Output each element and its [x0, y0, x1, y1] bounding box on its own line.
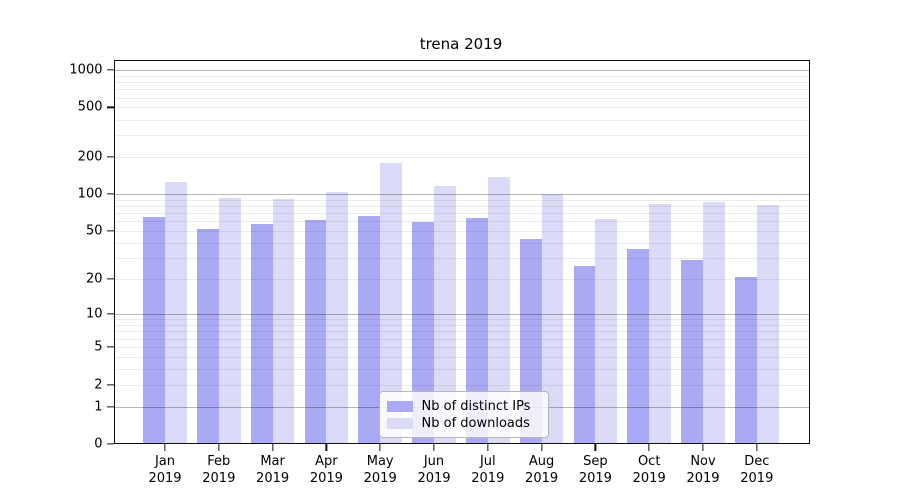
y-tickmark-10 — [106, 313, 114, 315]
x-tickmark-apr — [325, 444, 328, 451]
x-tickmark-oct — [648, 444, 650, 451]
bar-downloads-nov — [703, 201, 725, 444]
x-tickmark-jul — [487, 444, 489, 451]
y-tickmark-1000 — [106, 69, 114, 71]
y-ticklabel-500: 500 — [77, 99, 103, 115]
y-tickmark-200 — [106, 156, 114, 158]
bar-downloads-aug — [541, 194, 564, 444]
y-ticklabel-50: 50 — [85, 223, 103, 239]
x-ticklabel-aug: Aug 2019 — [525, 454, 559, 486]
y-ticklabel-100: 100 — [77, 186, 103, 202]
x-ticklabel-apr: Apr 2019 — [309, 454, 343, 486]
bar-ips-mar — [250, 224, 273, 444]
y-tickmark-5 — [106, 346, 114, 348]
x-ticklabel-jun: Jun 2019 — [417, 454, 451, 486]
bar-downloads-feb — [218, 197, 241, 444]
bar-ips-jun — [412, 222, 434, 444]
bar-downloads-apr — [326, 191, 349, 444]
bar-downloads-jan — [165, 182, 187, 444]
bar-ips-oct — [627, 248, 650, 444]
x-tickmark-may — [379, 444, 381, 451]
bar-downloads-may — [380, 162, 402, 444]
y-ticklabel-20: 20 — [85, 271, 103, 287]
bar-downloads-dec — [756, 205, 779, 444]
bar-downloads-oct — [649, 204, 671, 444]
x-ticklabel-feb: Feb 2019 — [202, 454, 236, 486]
bar-ips-apr — [304, 219, 327, 444]
x-ticklabel-jul: Jul 2019 — [471, 454, 505, 486]
y-ticklabel-1: 1 — [94, 399, 103, 414]
x-ticklabel-jan: Jan 2019 — [148, 454, 182, 486]
y-tickmark-2 — [106, 383, 114, 386]
legend-label-distinct-ips: Nb of distinct IPs — [421, 398, 531, 414]
x-tickmark-sep — [594, 444, 597, 451]
x-ticklabel-oct: Oct 2019 — [632, 454, 666, 486]
bar-ips-jul — [466, 218, 488, 444]
y-tickmark-500 — [106, 106, 114, 109]
bar-ips-nov — [681, 259, 703, 444]
x-tickmark-nov — [702, 444, 704, 451]
chart-title: trena 2019 — [419, 35, 503, 53]
x-ticklabel-dec: Dec 2019 — [740, 454, 774, 486]
bar-downloads-sep — [595, 218, 618, 444]
x-tickmark-dec — [756, 444, 758, 451]
y-tickmark-100 — [106, 193, 114, 195]
y-tickmark-1 — [106, 405, 114, 408]
y-ticklabel-2: 2 — [94, 377, 103, 392]
x-tickmark-jan — [164, 444, 166, 451]
bar-ips-may — [358, 216, 381, 444]
x-ticklabel-sep: Sep 2019 — [578, 454, 612, 486]
y-tickmark-0 — [106, 443, 114, 445]
legend: Nb of distinct IPs Nb of downloads — [378, 390, 549, 438]
y-ticklabel-5: 5 — [94, 339, 103, 355]
x-ticklabel-mar: Mar 2019 — [256, 454, 290, 486]
legend-swatch-downloads — [386, 417, 413, 429]
plot-area: 0 1 2 5 10 20 50 100 200 500 1000 Jan 2019 Feb 2019 Ma… — [69, 59, 811, 486]
y-tickmark-20 — [106, 278, 114, 280]
bar-ips-feb — [197, 229, 219, 444]
legend-swatch-distinct-ips — [386, 400, 413, 412]
bar-downloads-mar — [272, 199, 295, 444]
y-ticklabel-0: 0 — [94, 436, 103, 452]
legend-label-downloads: Nb of downloads — [421, 415, 530, 431]
legend-item-downloads: Nb of downloads — [386, 415, 540, 431]
bar-downloads-jun — [434, 185, 456, 444]
bars-layer — [114, 60, 811, 444]
y-ticklabel-1000: 1000 — [69, 62, 103, 78]
x-tickmark-aug — [540, 444, 543, 451]
x-tickmark-jun — [433, 444, 435, 451]
bar-ips-sep — [573, 265, 596, 444]
y-tickmark-50 — [106, 230, 114, 232]
x-ticklabel-nov: Nov 2019 — [686, 454, 720, 486]
x-tickmark-feb — [218, 444, 220, 451]
x-tickmark-mar — [271, 444, 274, 451]
y-ticklabel-10: 10 — [85, 306, 103, 322]
x-ticklabel-may: May 2019 — [363, 454, 397, 486]
legend-item-distinct-ips: Nb of distinct IPs — [386, 398, 540, 414]
bar-ips-dec — [735, 276, 757, 444]
y-ticklabel-200: 200 — [77, 149, 103, 165]
bar-ips-jan — [143, 217, 165, 444]
bar-downloads-jul — [487, 176, 510, 444]
